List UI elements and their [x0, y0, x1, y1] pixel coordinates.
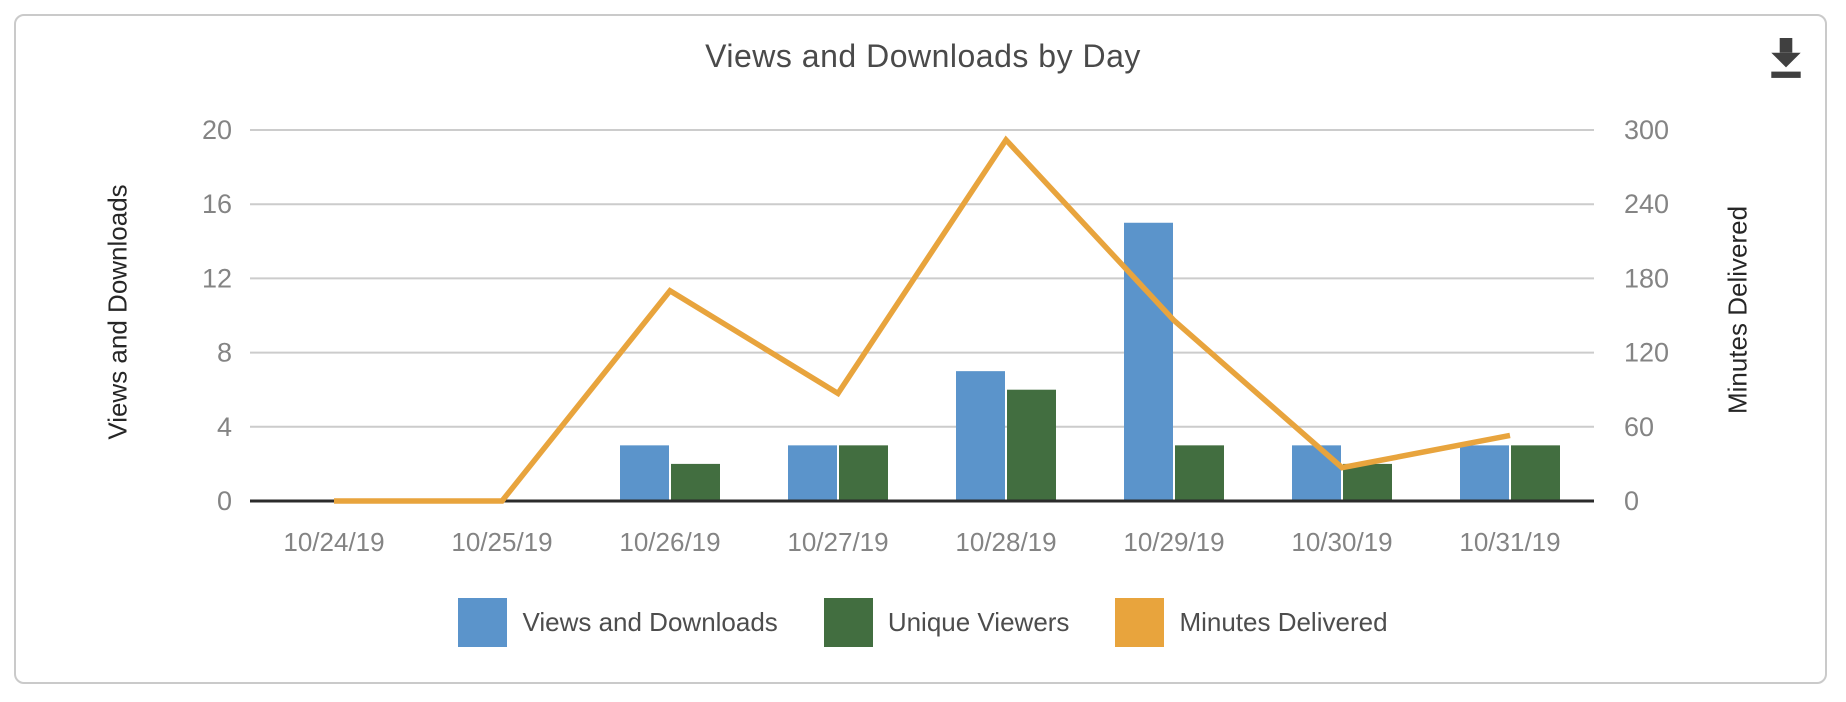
- bar-unique-viewers[interactable]: [1175, 445, 1224, 501]
- left-axis-tick-label: 16: [202, 189, 232, 219]
- right-axis-tick-label: 180: [1624, 263, 1669, 293]
- left-axis-tick-label: 8: [217, 338, 232, 368]
- legend-item-views-and-downloads[interactable]: Views and Downloads: [458, 598, 778, 647]
- bar-views-and-downloads[interactable]: [788, 445, 837, 501]
- legend-swatch-views-and-downloads: [458, 598, 508, 647]
- x-axis-tick-label: 10/31/19: [1459, 527, 1560, 557]
- bar-unique-viewers[interactable]: [1343, 463, 1392, 501]
- legend-swatch-unique-viewers: [823, 598, 873, 647]
- x-axis-tick-label: 10/24/19: [283, 527, 384, 557]
- left-axis-tick-label: 4: [217, 412, 232, 442]
- legend-item-unique-viewers[interactable]: Unique Viewers: [823, 598, 1070, 647]
- download-icon: [1771, 38, 1801, 78]
- legend-item-minutes-delivered[interactable]: Minutes Delivered: [1115, 598, 1388, 647]
- right-axis-tick-label: 60: [1624, 412, 1654, 442]
- download-chart-button[interactable]: [1768, 38, 1804, 80]
- left-axis-tick-label: 12: [202, 263, 232, 293]
- bar-views-and-downloads[interactable]: [1124, 222, 1173, 501]
- legend-label-views-and-downloads: Views and Downloads: [522, 607, 778, 637]
- bar-views-and-downloads[interactable]: [620, 445, 669, 501]
- line-minutes-delivered[interactable]: [334, 135, 1511, 504]
- bar-unique-viewers[interactable]: [839, 445, 888, 501]
- legend-swatch-minutes-delivered: [1115, 598, 1165, 647]
- chart-legend: Views and Downloads Unique Viewers Minut…: [0, 598, 1846, 647]
- right-axis-title: Minutes Delivered: [1722, 205, 1753, 415]
- x-axis-tick-label: 10/27/19: [787, 527, 888, 557]
- right-axis-tick-label: 0: [1624, 486, 1639, 516]
- left-axis-tick-label: 20: [202, 115, 232, 145]
- bar-views-and-downloads[interactable]: [956, 371, 1005, 501]
- bar-unique-viewers[interactable]: [671, 463, 720, 501]
- left-axis-title: Views and Downloads: [102, 184, 133, 440]
- x-axis-tick-label: 10/29/19: [1123, 527, 1224, 557]
- chart-card: [14, 14, 1827, 684]
- chart-title: Views and Downloads by Day: [705, 38, 1141, 74]
- bar-unique-viewers[interactable]: [1007, 389, 1056, 501]
- right-axis-tick-label: 120: [1624, 338, 1669, 368]
- x-axis-tick-label: 10/30/19: [1291, 527, 1392, 557]
- legend-label-minutes-delivered: Minutes Delivered: [1179, 607, 1388, 637]
- left-axis-tick-label: 0: [217, 486, 232, 516]
- right-axis-tick-label: 240: [1624, 189, 1669, 219]
- x-axis-tick-label: 10/26/19: [619, 527, 720, 557]
- bar-unique-viewers[interactable]: [1511, 445, 1560, 501]
- x-axis-tick-label: 10/25/19: [451, 527, 552, 557]
- x-axis-tick-label: 10/28/19: [955, 527, 1056, 557]
- bar-views-and-downloads[interactable]: [1460, 445, 1509, 501]
- right-axis-tick-label: 300: [1624, 115, 1669, 145]
- bar-views-and-downloads[interactable]: [1292, 445, 1341, 501]
- legend-label-unique-viewers: Unique Viewers: [887, 607, 1070, 637]
